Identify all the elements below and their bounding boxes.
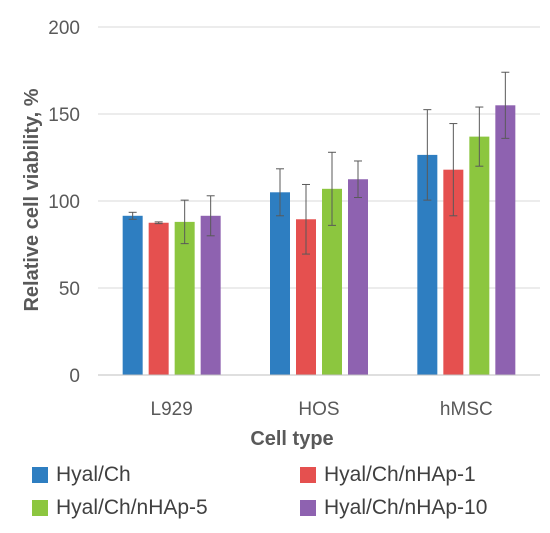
legend-item-hyal-ch-nhap-1: Hyal/Ch/nHAp-1 — [300, 463, 476, 487]
y-tick-label: 100 — [48, 192, 80, 213]
x-axis-title: Cell type — [250, 428, 333, 450]
y-tick-label: 50 — [59, 279, 80, 300]
legend-item-hyal-ch: Hyal/Ch — [32, 463, 131, 487]
y-tick-label: 150 — [48, 105, 80, 126]
bar — [296, 219, 316, 375]
bar — [417, 154, 438, 375]
bar — [174, 221, 195, 375]
gridlines — [98, 26, 540, 289]
x-tick-label: L929 — [151, 399, 193, 420]
bar — [495, 105, 516, 376]
y-tick-labels: 0 50 100 150 200 — [48, 18, 80, 387]
legend-label: Hyal/Ch — [56, 463, 131, 486]
error-bars — [128, 71, 510, 255]
bar — [122, 215, 143, 375]
legend-swatch — [300, 500, 316, 516]
bar — [322, 188, 342, 375]
legend-swatch — [32, 500, 48, 516]
bar — [200, 215, 221, 375]
legend-label: Hyal/Ch/nHAp-5 — [56, 496, 208, 519]
legend: Hyal/Ch Hyal/Ch/nHAp-1 Hyal/Ch/nHAp-5 Hy… — [20, 458, 540, 528]
x-tick-label: hMSC — [440, 399, 493, 420]
bar — [443, 169, 464, 375]
legend-swatch — [32, 467, 48, 483]
legend-swatch — [300, 467, 316, 483]
legend-item-hyal-ch-nhap-5: Hyal/Ch/nHAp-5 — [32, 496, 208, 520]
bars — [122, 105, 516, 376]
bar — [270, 192, 290, 375]
legend-label: Hyal/Ch/nHAp-10 — [324, 496, 488, 519]
legend-label: Hyal/Ch/nHAp-1 — [324, 463, 476, 486]
legend-item-hyal-ch-nhap-10: Hyal/Ch/nHAp-10 — [300, 496, 487, 520]
bar — [348, 179, 368, 375]
bar-chart: 0 50 100 150 200 L929 HOS hMSC Cell type Relat… — [21, 18, 540, 450]
bar — [148, 222, 169, 375]
x-tick-labels: L929 HOS hMSC — [151, 399, 493, 420]
x-tick-label: HOS — [298, 399, 339, 420]
y-tick-label: 200 — [48, 18, 80, 39]
y-tick-label: 0 — [69, 366, 80, 387]
y-axis-title: Relative cell viability, % — [21, 88, 43, 311]
bar — [469, 136, 490, 375]
